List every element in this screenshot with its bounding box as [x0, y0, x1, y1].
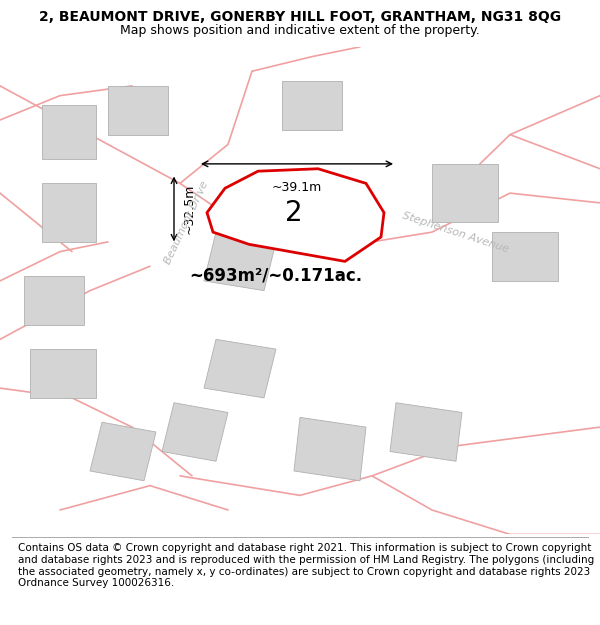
Text: Map shows position and indicative extent of the property.: Map shows position and indicative extent…	[120, 24, 480, 36]
Polygon shape	[24, 276, 84, 325]
Polygon shape	[282, 81, 342, 130]
Text: Beaumont Drive: Beaumont Drive	[162, 179, 210, 266]
Polygon shape	[294, 418, 366, 481]
Polygon shape	[432, 164, 498, 222]
Polygon shape	[390, 402, 462, 461]
Polygon shape	[162, 402, 228, 461]
Text: ~39.1m: ~39.1m	[272, 181, 322, 194]
Text: 2: 2	[285, 199, 303, 227]
Text: ~693m²/~0.171ac.: ~693m²/~0.171ac.	[190, 267, 362, 285]
Text: Contains OS data © Crown copyright and database right 2021. This information is : Contains OS data © Crown copyright and d…	[18, 543, 594, 588]
Text: Stephenson Avenue: Stephenson Avenue	[401, 210, 511, 254]
Polygon shape	[207, 169, 384, 261]
Polygon shape	[108, 86, 168, 134]
Text: ~32.5m: ~32.5m	[183, 184, 196, 234]
Polygon shape	[90, 422, 156, 481]
Polygon shape	[204, 232, 276, 291]
Text: 2, BEAUMONT DRIVE, GONERBY HILL FOOT, GRANTHAM, NG31 8QG: 2, BEAUMONT DRIVE, GONERBY HILL FOOT, GR…	[39, 10, 561, 24]
Polygon shape	[42, 183, 96, 242]
Polygon shape	[30, 349, 96, 398]
Polygon shape	[204, 339, 276, 398]
Polygon shape	[492, 232, 558, 281]
Polygon shape	[42, 106, 96, 159]
